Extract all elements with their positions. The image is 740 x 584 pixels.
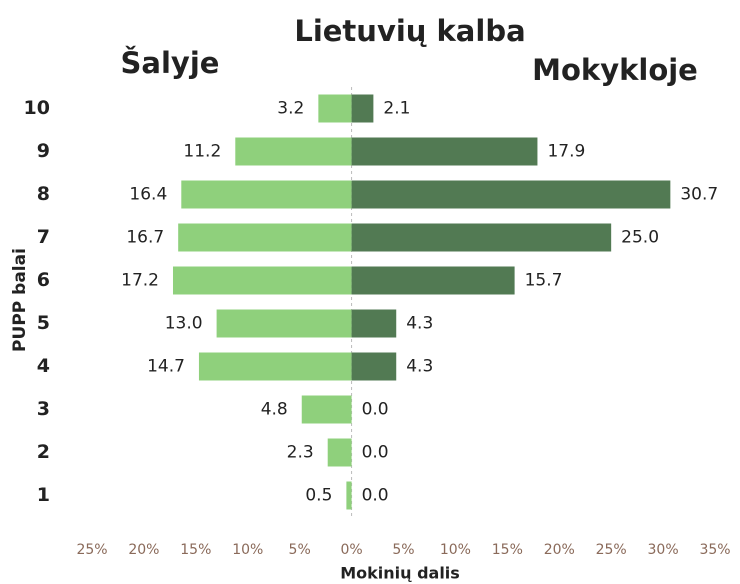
bar [301,395,352,424]
legend-label: Šalyje [121,46,220,80]
value-label: 16.4 [129,185,167,205]
y-tick-label: 5 [37,312,50,334]
value-label: 0.5 [305,486,332,506]
y-tick-label: 10 [24,97,50,119]
y-tick-label: 1 [37,484,50,506]
value-label: 15.7 [525,271,563,291]
bar [178,223,352,252]
x-tick-label: 10% [232,542,263,558]
bar [351,180,671,209]
x-tick-label: 20% [128,542,159,558]
legend-label: Mokykloje [532,53,698,87]
value-label: 0.0 [362,400,389,420]
x-tick-label: 5% [392,542,414,558]
value-label: 4.3 [406,314,433,334]
bar [216,309,352,338]
x-tick-label: 20% [544,542,575,558]
bar [172,266,352,295]
bar [346,481,352,510]
y-tick-label: 2 [37,441,50,463]
x-tick-label: 25% [596,542,627,558]
x-tick-label: 10% [440,542,471,558]
value-label: 3.2 [277,99,304,119]
bar [351,94,374,123]
value-label: 0.0 [362,443,389,463]
y-axis-title: PUPP balai [10,248,30,352]
y-tick-label: 9 [37,140,50,162]
x-tick-label: 15% [492,542,523,558]
bar [351,266,515,295]
x-axis-title: Mokinių dalis [340,564,460,583]
y-tick-label: 7 [37,226,50,248]
x-tick-label: 0% [340,542,362,558]
y-tick-label: 6 [37,269,50,291]
value-label: 4.3 [406,357,433,377]
value-label: 16.7 [126,228,164,248]
chart-title: Lietuvių kalba [294,14,525,48]
value-label: 25.0 [621,228,659,248]
value-label: 2.3 [287,443,314,463]
bar [351,223,612,252]
value-label: 30.7 [680,185,718,205]
x-tick-label: 15% [180,542,211,558]
value-label: 4.8 [261,400,288,420]
bar [318,94,352,123]
y-tick-label: 3 [37,398,50,420]
bar [198,352,352,381]
value-label: 13.0 [165,314,203,334]
value-label: 0.0 [362,486,389,506]
y-tick-label: 4 [37,355,50,377]
value-label: 17.2 [121,271,159,291]
x-tick-label: 25% [76,542,107,558]
x-tick-label: 5% [289,542,311,558]
bar [351,352,397,381]
x-tick-label: 30% [648,542,679,558]
x-tick-label: 35% [699,542,730,558]
y-tick-label: 8 [37,183,50,205]
value-label: 2.1 [383,99,410,119]
value-label: 14.7 [147,357,185,377]
bar [181,180,352,209]
value-label: 17.9 [547,142,585,162]
bar [351,309,397,338]
value-label: 11.2 [183,142,221,162]
bar [351,137,538,166]
bar [327,438,352,467]
bar [235,137,352,166]
